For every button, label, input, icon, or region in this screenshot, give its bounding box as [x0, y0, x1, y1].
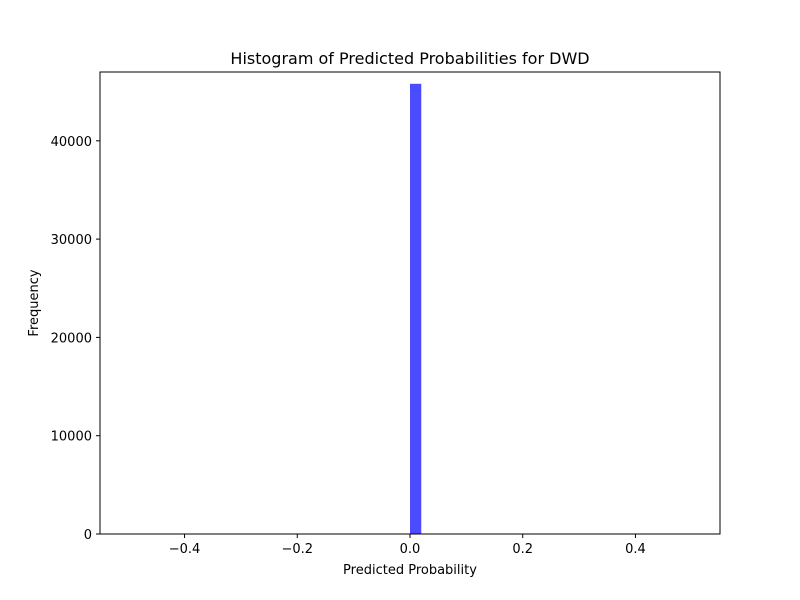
x-axis-label: Predicted Probability — [343, 563, 477, 578]
chart-title: Histogram of Predicted Probabilities for… — [230, 49, 589, 68]
plot-frame — [99, 71, 721, 535]
y-tick-label: 40000 — [51, 135, 92, 150]
y-axis-label: Frequency — [27, 269, 42, 336]
y-tick-label: 20000 — [51, 331, 92, 346]
x-tick-label: 0.0 — [400, 542, 421, 557]
y-tick-label: 0 — [84, 528, 92, 543]
x-tick-label: 0.4 — [625, 542, 646, 557]
x-tick-label: −0.4 — [169, 542, 201, 557]
bars-layer — [410, 83, 422, 534]
y-axis-ticks: 0 10000 20000 30000 40000 — [51, 135, 100, 543]
x-tick-label: 0.2 — [512, 542, 533, 557]
x-tick-label: −0.2 — [281, 542, 313, 557]
y-tick-label: 10000 — [51, 430, 92, 445]
y-tick-label: 30000 — [51, 233, 92, 248]
x-axis-ticks: −0.4 −0.2 0.0 0.2 0.4 — [169, 534, 646, 557]
histogram-bar — [410, 83, 422, 534]
